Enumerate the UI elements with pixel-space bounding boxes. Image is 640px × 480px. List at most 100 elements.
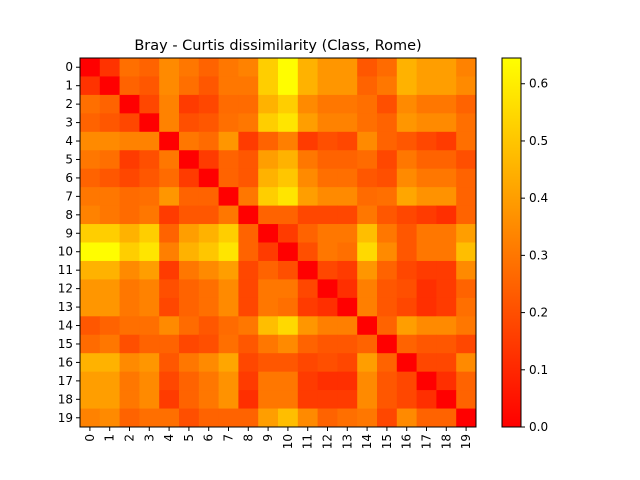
heatmap-cell (119, 224, 140, 243)
heatmap-cell (456, 297, 477, 317)
heatmap-cell (258, 150, 279, 170)
heatmap-cell (179, 279, 200, 299)
heatmap-cell (179, 390, 200, 409)
heatmap-cell (357, 371, 378, 391)
heatmap-cell (218, 168, 239, 188)
heatmap-cell (297, 58, 318, 77)
heatmap-cell (357, 168, 378, 188)
heatmap-cell (218, 297, 239, 317)
heatmap-cell (377, 316, 398, 336)
heatmap-cell (436, 353, 457, 373)
heatmap-cell (357, 353, 378, 373)
y-tick-label: 6 (65, 171, 73, 185)
y-tick-label: 3 (65, 116, 73, 130)
heatmap-cell (179, 316, 200, 336)
x-tick-label: 14 (360, 434, 374, 449)
heatmap-cell (337, 224, 358, 243)
heatmap-cell (436, 150, 457, 170)
heatmap-cell (456, 94, 477, 114)
heatmap-cell (139, 58, 160, 77)
heatmap-cell (218, 205, 239, 225)
heatmap-cell (119, 76, 140, 96)
heatmap-cell (317, 113, 338, 133)
heatmap-cell (198, 408, 219, 428)
heatmap-cell (198, 94, 219, 114)
heatmap-cell (278, 242, 299, 262)
heatmap-cell (119, 371, 140, 391)
heatmap-cell (337, 260, 358, 280)
heatmap-cell (297, 353, 318, 373)
heatmap-cell (99, 113, 120, 133)
heatmap-cell (377, 371, 398, 391)
heatmap-cell (278, 150, 299, 170)
heatmap-cell (396, 187, 417, 206)
heatmap-cell (337, 297, 358, 317)
heatmap-cell (377, 131, 398, 151)
heatmap-cell (218, 224, 239, 243)
heatmap-cell (357, 150, 378, 170)
heatmap-cell (357, 279, 378, 299)
heatmap-cell (99, 297, 120, 317)
heatmap-cell (357, 316, 378, 336)
y-tick-label: 12 (58, 282, 73, 296)
heatmap-cell (139, 131, 160, 151)
heatmap-cell (436, 187, 457, 206)
heatmap-cell (258, 334, 279, 354)
heatmap-cell (278, 334, 299, 354)
colorbar-tick-label: 0.3 (529, 248, 548, 262)
heatmap-cell (297, 187, 318, 206)
heatmap-cell (99, 334, 120, 354)
heatmap-cell (258, 297, 279, 317)
y-tick-label: 11 (58, 263, 73, 277)
x-tick-label: 10 (281, 434, 295, 449)
heatmap-cell (396, 279, 417, 299)
heatmap-cell (436, 242, 457, 262)
heatmap-cell (238, 408, 259, 428)
heatmap-cell (416, 131, 437, 151)
heatmap-cell (159, 168, 180, 188)
heatmap-cell (396, 224, 417, 243)
colorbar-tick-label: 0.4 (529, 191, 548, 205)
heatmap-cell (119, 390, 140, 409)
heatmap-cell (456, 113, 477, 133)
heatmap-cell (99, 168, 120, 188)
heatmap-cell (218, 76, 239, 96)
y-tick-label: 19 (58, 411, 73, 425)
heatmap-cell (238, 334, 259, 354)
heatmap-cell (80, 76, 101, 96)
heatmap-cell (317, 58, 338, 77)
heatmap-cell (436, 224, 457, 243)
heatmap-cell (179, 168, 200, 188)
heatmap-cell (317, 131, 338, 151)
chart-title: Bray - Curtis dissimilarity (Class, Rome… (134, 38, 421, 54)
heatmap-cell (416, 150, 437, 170)
heatmap-cell (416, 260, 437, 280)
heatmap-cell (416, 168, 437, 188)
heatmap-cell (317, 279, 338, 299)
heatmap-cell (258, 408, 279, 428)
x-tick-label: 9 (261, 434, 275, 442)
heatmap-cell (416, 242, 437, 262)
heatmap-cell (159, 113, 180, 133)
x-tick-label: 7 (222, 434, 236, 442)
heatmap-cell (99, 316, 120, 336)
heatmap-cell (396, 408, 417, 428)
heatmap-cell (337, 58, 358, 77)
heatmap-cell (258, 205, 279, 225)
heatmap-cell (99, 187, 120, 206)
heatmap-cell (258, 316, 279, 336)
heatmap-cell (198, 316, 219, 336)
heatmap-cell (416, 205, 437, 225)
heatmap-cell (238, 316, 259, 336)
heatmap-cell (80, 279, 101, 299)
x-tick-label: 12 (321, 434, 335, 449)
heatmap-cell (317, 260, 338, 280)
x-axis-ticks: 0 1 2 3 4 5 6 7 8 9 10 11 12 13 14 15 16 17 18 19 (83, 427, 473, 449)
heatmap-cell (278, 58, 299, 77)
heatmap-cell (258, 371, 279, 391)
heatmap-cell (159, 353, 180, 373)
heatmap-cell (456, 279, 477, 299)
heatmap-cell (218, 242, 239, 262)
heatmap-cell (377, 187, 398, 206)
